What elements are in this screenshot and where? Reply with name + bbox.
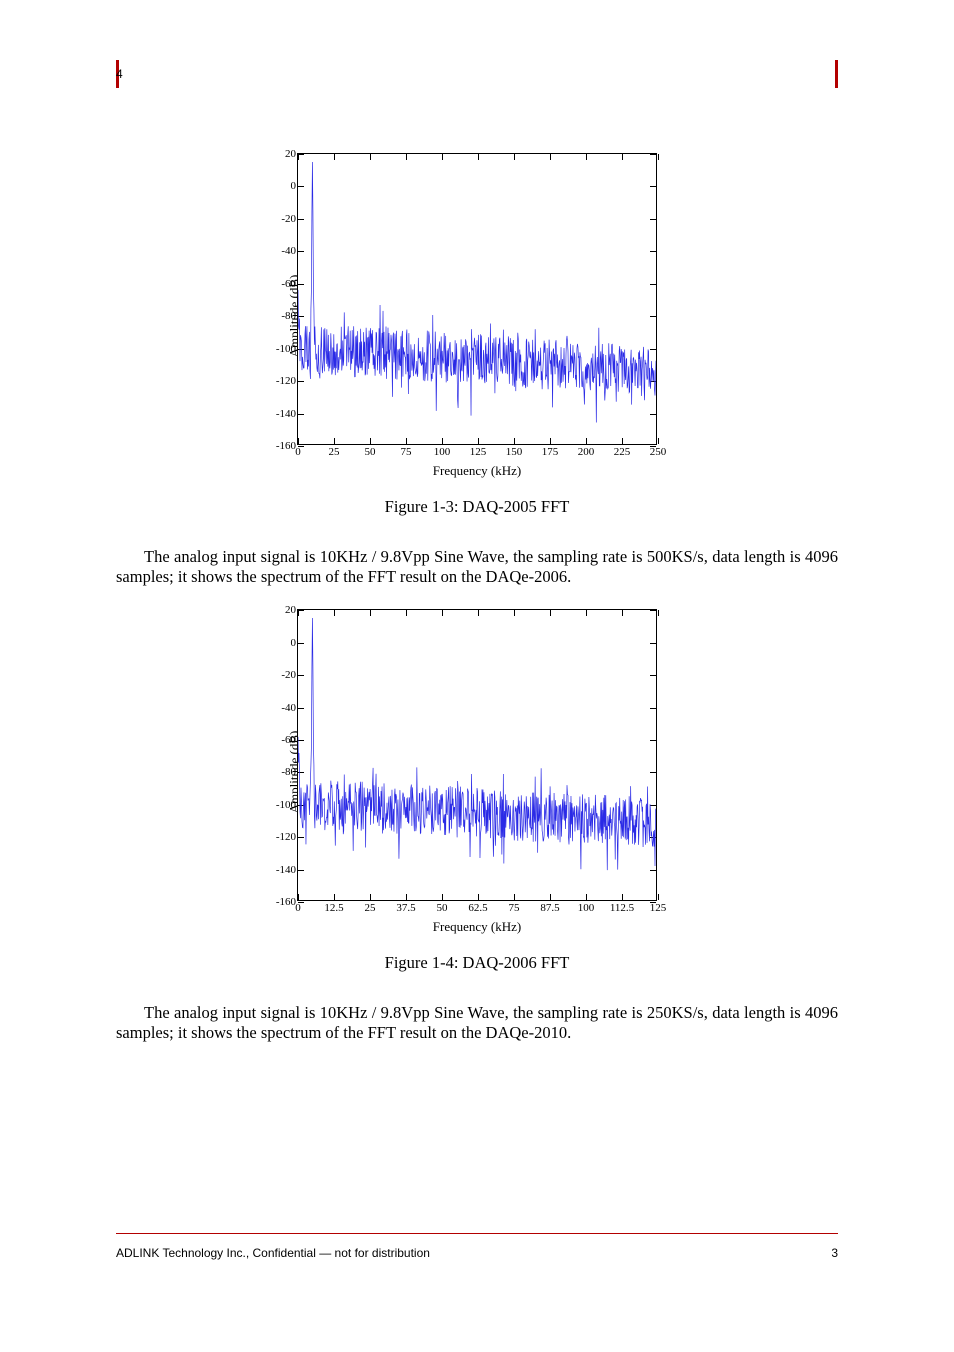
footer-text: ADLINK Technology Inc., Confidential — n…	[116, 1246, 430, 1260]
fig2-chart: -160-140-120-100-80-60-40-20020 012.5253…	[297, 609, 657, 901]
fig2-xticks: 012.52537.55062.57587.5100112.5125	[298, 902, 656, 918]
fig2-yticks: -160-140-120-100-80-60-40-20020	[260, 610, 296, 900]
header-left: 4	[116, 67, 123, 81]
fig1-yticks: -160-140-120-100-80-60-40-20020	[260, 154, 296, 444]
fig1-xticks: 0255075100125150175200225250	[298, 446, 656, 462]
fig1-chart: -160-140-120-100-80-60-40-20020 02550751…	[297, 153, 657, 445]
footer-rule	[116, 1233, 838, 1234]
figure-2-container: Amplitude (dB) -160-140-120-100-80-60-40…	[297, 609, 657, 935]
footer-page: 3	[831, 1246, 838, 1260]
fig1-xlabel: Frequency (kHz)	[297, 463, 657, 479]
paragraph-1: The analog input signal is 10KHz / 9.8Vp…	[116, 547, 838, 587]
page: 4 Amplitude (dB) -160-140-120-100-80-60-…	[0, 0, 954, 1352]
page-footer: ADLINK Technology Inc., Confidential — n…	[116, 1246, 838, 1260]
figure-1-container: Amplitude (dB) -160-140-120-100-80-60-40…	[297, 153, 657, 479]
fig1-caption: Figure 1-3: DAQ-2005 FFT	[116, 497, 838, 517]
paragraph-2: The analog input signal is 10KHz / 9.8Vp…	[116, 1003, 838, 1043]
fig2-caption: Figure 1-4: DAQ-2006 FFT	[116, 953, 838, 973]
fig2-xlabel: Frequency (kHz)	[297, 919, 657, 935]
page-header: 4	[116, 67, 838, 81]
